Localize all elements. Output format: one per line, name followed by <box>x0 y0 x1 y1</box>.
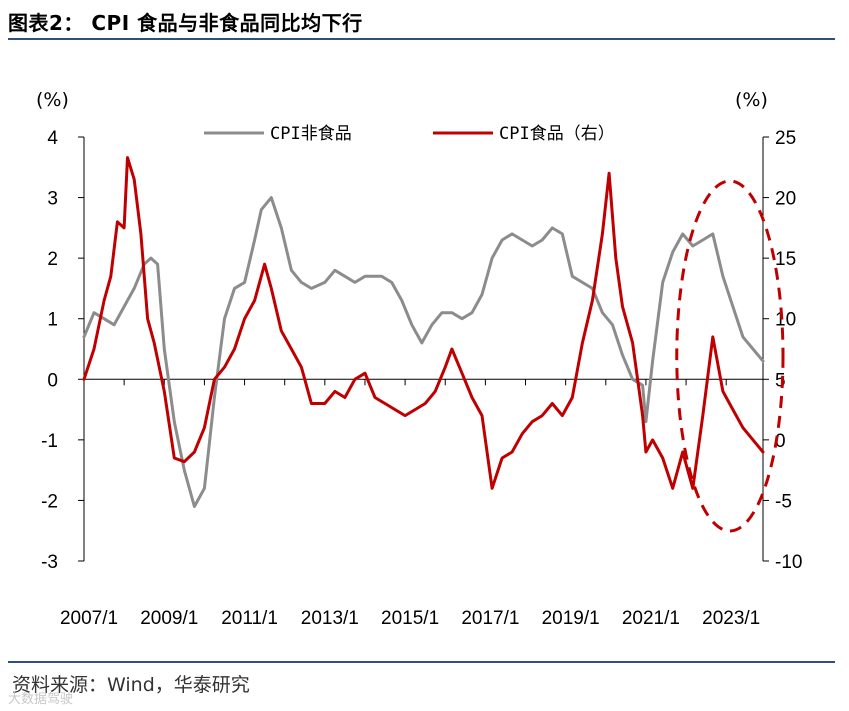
left-tick-label: 1 <box>47 310 58 331</box>
dashed-highlight-ellipse <box>675 179 785 533</box>
x-tick-label: 2011/1 <box>221 608 278 629</box>
right-tick-label: 20 <box>775 189 796 210</box>
left-tick-label: -2 <box>41 491 58 512</box>
x-tick-label: 2015/1 <box>381 608 439 629</box>
title-divider <box>8 38 835 40</box>
source-note: 资料来源：Wind，华泰研究 <box>12 674 250 696</box>
x-tick-label: 2007/1 <box>60 608 118 629</box>
left-tick-label: -1 <box>41 431 58 452</box>
chart-title: 图表2： CPI 食品与非食品同比均下行 <box>8 11 363 35</box>
left-axis-unit: (%) <box>36 89 69 111</box>
chart-axes <box>78 136 769 562</box>
x-tick-label: 2019/1 <box>542 608 600 629</box>
left-tick-label: 4 <box>47 128 58 149</box>
left-tick-label: -3 <box>41 552 58 573</box>
x-tick-label: 2017/1 <box>461 608 519 629</box>
chart-series <box>82 156 765 508</box>
x-tick-label: 2013/1 <box>301 608 359 629</box>
right-tick-label: 0 <box>775 431 786 452</box>
x-tick-label: 2009/1 <box>140 608 198 629</box>
legend-label: CPI食品（右） <box>499 124 615 144</box>
chart-annotation <box>675 179 785 533</box>
right-tick-label: 25 <box>775 128 796 149</box>
left-tick-label: 2 <box>47 249 58 270</box>
x-tick-label: 2023/1 <box>702 608 760 629</box>
right-tick-label: -10 <box>775 552 802 573</box>
right-tick-label: 10 <box>775 310 796 331</box>
left-tick-label: 3 <box>47 189 58 210</box>
left-tick-label: 0 <box>47 370 58 391</box>
source-divider <box>8 661 835 663</box>
right-tick-label: -5 <box>775 491 792 512</box>
right-tick-label: 5 <box>775 370 786 391</box>
x-tick-label: 2021/1 <box>622 608 680 629</box>
chart-legend: CPI非食品 CPI食品（右） <box>204 124 615 144</box>
series-line-food <box>82 156 765 490</box>
series-line-nonfood <box>82 196 765 508</box>
watermark: 大数据驾驶 <box>8 692 74 707</box>
right-tick-label: 15 <box>775 249 796 270</box>
legend-label: CPI非食品 <box>270 124 352 144</box>
right-axis-unit: (%) <box>735 89 768 111</box>
